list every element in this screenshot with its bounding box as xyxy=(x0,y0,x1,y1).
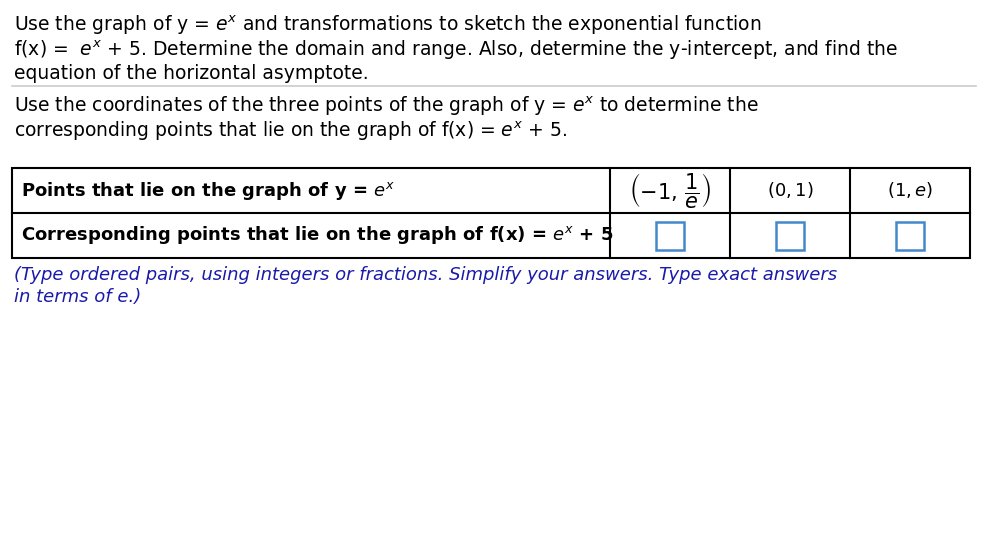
Text: f(x) =  $e^x$ + 5. Determine the domain and range. Also, determine the y-interce: f(x) = $e^x$ + 5. Determine the domain a… xyxy=(14,39,898,62)
Bar xyxy=(12,168,970,258)
Text: Corresponding points that lie on the graph of f(x) = $e^x$ + 5: Corresponding points that lie on the gra… xyxy=(21,224,614,247)
Text: equation of the horizontal asymptote.: equation of the horizontal asymptote. xyxy=(14,64,369,83)
Bar xyxy=(896,222,924,249)
Text: $(1, e)$: $(1, e)$ xyxy=(887,180,933,200)
Text: Use the coordinates of the three points of the graph of y = $e^x$ to determine t: Use the coordinates of the three points … xyxy=(14,95,759,118)
Text: $\left(-1,\,\dfrac{1}{e}\right)$: $\left(-1,\,\dfrac{1}{e}\right)$ xyxy=(628,171,711,210)
Text: Use the graph of y = $e^x$ and transformations to sketch the exponential functio: Use the graph of y = $e^x$ and transform… xyxy=(14,14,762,37)
Text: Points that lie on the graph of y = $e^x$: Points that lie on the graph of y = $e^x… xyxy=(21,180,395,201)
Text: (Type ordered pairs, using integers or fractions. Simplify your answers. Type ex: (Type ordered pairs, using integers or f… xyxy=(14,266,837,284)
Text: in terms of e.): in terms of e.) xyxy=(14,288,141,306)
Bar xyxy=(656,222,684,249)
Text: corresponding points that lie on the graph of f(x) = $e^x$ + 5.: corresponding points that lie on the gra… xyxy=(14,120,567,143)
Bar xyxy=(776,222,804,249)
Text: $(0,1)$: $(0,1)$ xyxy=(767,180,813,200)
